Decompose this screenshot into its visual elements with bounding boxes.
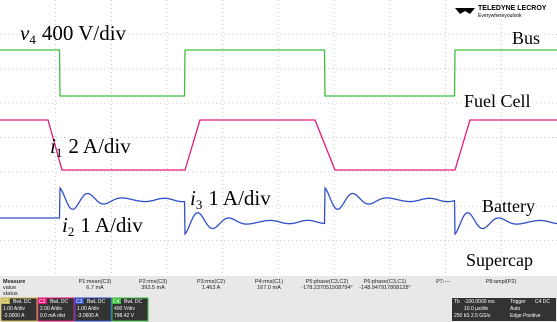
- channel-mode: BwL DC: [50, 299, 69, 305]
- trigger-type: Edge Positive: [510, 313, 541, 319]
- channel-id: C2: [39, 299, 46, 305]
- trace: [0, 186, 557, 236]
- channel-scale: 1.00 A/div: [3, 306, 25, 312]
- annotation: i1 2 A/div: [50, 134, 131, 160]
- logo-brand: TELEDYNE LECROY: [478, 5, 547, 12]
- channel-id: C1: [2, 299, 9, 305]
- measure-header: value: [3, 285, 16, 291]
- trace-label: Fuel Cell: [464, 91, 531, 111]
- channel-tag: [1, 298, 10, 304]
- channel-id: C4: [113, 299, 120, 305]
- trigger-source: C4 DC: [535, 299, 550, 305]
- channel-scale: 1.00 A/div: [77, 306, 99, 312]
- param-value: 6.7 mA: [86, 285, 104, 291]
- timebase-samples: 250 kS 2.5 GS/s: [454, 313, 491, 319]
- param-value: -178.237051508794°: [301, 285, 352, 291]
- param-name: P7:---: [436, 279, 450, 285]
- trace-label: Bus: [512, 28, 540, 48]
- channel-tag: [112, 298, 121, 304]
- logo-tagline: Everywhereyoulook: [478, 13, 522, 19]
- timebase-box: [452, 298, 556, 321]
- param-name: P1:mean(C3): [79, 279, 112, 285]
- measure-header: status: [3, 291, 18, 297]
- trigger-mode: Auto: [510, 306, 521, 312]
- channel-offset: -3.0600 A: [77, 313, 99, 319]
- annotation: i3 1 A/div: [190, 186, 271, 212]
- param-name: P8:ampl(P2): [486, 279, 517, 285]
- channel-offset: 0.0 mA ofst: [40, 313, 66, 319]
- channel-id: C3: [76, 299, 83, 305]
- channel-offset: -3.0000 A: [3, 313, 25, 319]
- channel-tag: [38, 298, 47, 304]
- trace: [0, 49, 557, 97]
- annotation: i2 1 A/div: [62, 213, 143, 239]
- channel-scale: 400 V/div: [114, 306, 135, 312]
- channel-tag: [75, 298, 84, 304]
- param-value: -148.947917808128°: [359, 285, 410, 291]
- logo: TELEDYNE LECROY Everywhereyoulook: [455, 5, 547, 19]
- annotation: v4 400 V/div: [20, 21, 127, 47]
- channel-scale: 2.00 A/div: [40, 306, 62, 312]
- channel-offset: 798.42 V: [114, 313, 135, 319]
- param-value: 1.463 A: [202, 285, 221, 291]
- trigger-label: Trigger: [510, 299, 526, 305]
- param-name: P2:rms(C3): [139, 279, 167, 285]
- measure-header: Measure: [3, 279, 25, 285]
- timebase-label: Tb: [454, 299, 460, 305]
- param-name: P3:rms(C2): [197, 279, 225, 285]
- traces: [0, 49, 557, 236]
- logo-icon: [455, 8, 475, 14]
- param-name: P5:phase(C3,C2): [306, 279, 349, 285]
- trace: [0, 119, 557, 171]
- timebase-rate: 10.0 µs/div: [464, 306, 489, 312]
- param-name: P4:rms(C1): [255, 279, 283, 285]
- param-name: P6:phase(C3,C1): [364, 279, 407, 285]
- channel-boxes: C1 BwL DC1.00 A/div-3.0000 AC2 BwL DC2.00 …: [0, 297, 556, 322]
- channel-mode: BwL DC: [13, 299, 32, 305]
- param-value: 393.5 mA: [141, 285, 165, 291]
- trace-label: Battery: [482, 196, 535, 216]
- trace-label: Supercap: [466, 250, 533, 270]
- channel-mode: BwL DC: [87, 299, 106, 305]
- channel-mode: BwL DC: [124, 299, 143, 305]
- timebase-delay: -100.0000 ms: [464, 299, 495, 305]
- param-value: 167.0 mA: [257, 285, 281, 291]
